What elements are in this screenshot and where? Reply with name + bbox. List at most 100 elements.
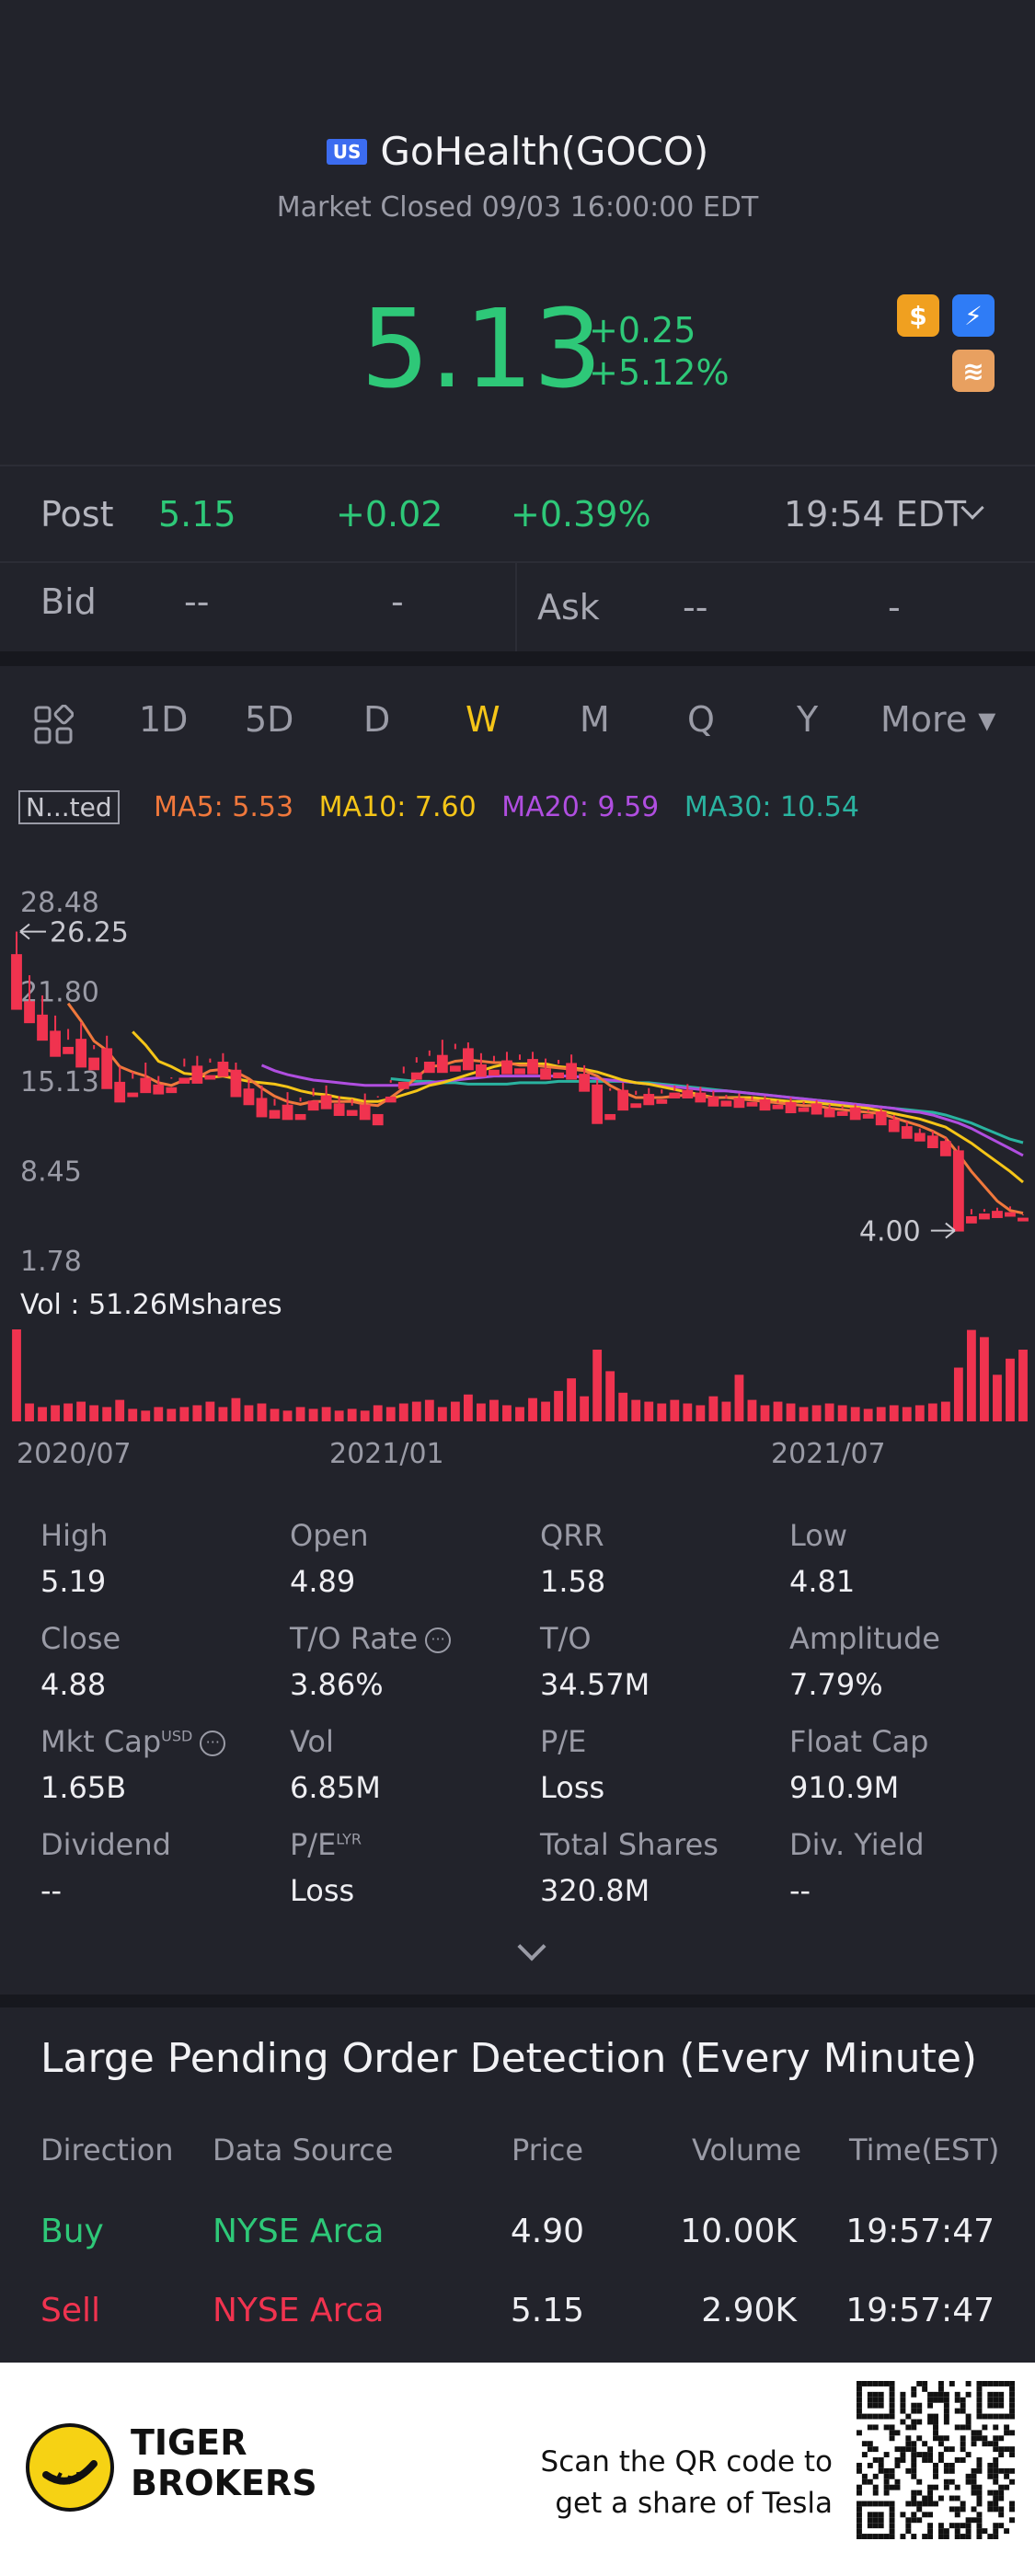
- volume-bar: [257, 1403, 267, 1421]
- stat-label-text: T/O Rate: [290, 1621, 419, 1656]
- lightning-icon[interactable]: ⚡: [952, 294, 995, 337]
- dollar-icon[interactable]: $: [897, 294, 939, 337]
- candle-body: [823, 1109, 835, 1118]
- volume-bar: [554, 1390, 563, 1421]
- post-label: Post: [40, 494, 114, 535]
- volume-bar: [373, 1405, 383, 1421]
- candle-body: [127, 1092, 139, 1098]
- candle-body: [410, 1072, 422, 1080]
- post-change-percent: +0.39%: [511, 494, 651, 535]
- candle-body: [230, 1069, 242, 1098]
- candle-body: [50, 1030, 61, 1057]
- candle-body: [630, 1103, 642, 1109]
- ma10-value: MA10: 7.60: [318, 791, 477, 823]
- candle-body: [217, 1061, 229, 1077]
- volume-bar: [128, 1409, 138, 1421]
- stat-label-text: Amplitude: [789, 1621, 940, 1656]
- stack-icon[interactable]: ≋: [952, 350, 995, 392]
- tab-quarter[interactable]: Q: [687, 699, 715, 740]
- tab-5d[interactable]: 5D: [245, 699, 294, 740]
- volume-bar: [231, 1397, 241, 1421]
- candle-body: [397, 1081, 409, 1089]
- volume-bar: [824, 1403, 834, 1421]
- info-icon[interactable]: ···: [425, 1627, 452, 1653]
- candle-body: [914, 1133, 926, 1142]
- y-tick-label: 8.45: [20, 1156, 82, 1189]
- volume-bar: [618, 1392, 628, 1421]
- stat-label: Close: [40, 1621, 121, 1656]
- volume-bar: [1018, 1350, 1028, 1421]
- tab-week[interactable]: W: [466, 699, 500, 740]
- candle-body: [88, 1057, 100, 1071]
- volume-label: Vol : 51.26Mshares: [20, 1289, 282, 1321]
- order-detection-title: Large Pending Order Detection (Every Min…: [40, 2035, 978, 2082]
- volume-bar: [708, 1396, 719, 1421]
- tab-more[interactable]: More ▾: [880, 699, 996, 740]
- volume-bar: [876, 1407, 886, 1421]
- tab-month[interactable]: M: [580, 699, 610, 740]
- stat-label: P/E: [540, 1724, 604, 1759]
- section-divider: [0, 1995, 1035, 2007]
- stat-superscript: USD: [161, 1727, 193, 1745]
- tab-year[interactable]: Y: [797, 699, 819, 740]
- stat-cell: Low 4.81: [789, 1518, 855, 1599]
- adjustment-toggle[interactable]: N...ted: [18, 790, 120, 824]
- volume-bar: [980, 1337, 989, 1421]
- candle-body: [592, 1084, 604, 1124]
- volume-bar: [424, 1399, 434, 1421]
- volume-bar: [450, 1401, 460, 1421]
- stat-value: 4.88: [40, 1667, 107, 1702]
- brand-line-1: TIGER: [131, 2422, 247, 2463]
- candle-body: [462, 1048, 474, 1071]
- candle-body: [617, 1089, 629, 1111]
- volume-bar: [347, 1409, 357, 1421]
- candle-body: [24, 1001, 35, 1024]
- tab-day[interactable]: D: [363, 699, 391, 740]
- order-volume: 10.00K: [680, 2213, 797, 2250]
- brand-name: TIGER BROKERS: [131, 2422, 317, 2503]
- stat-cell: Vol 6.85M: [290, 1724, 381, 1805]
- candle-body: [992, 1211, 1003, 1218]
- candle-body: [707, 1096, 719, 1107]
- candle-body: [553, 1072, 564, 1079]
- volume-bar: [218, 1407, 228, 1421]
- stat-label-text: Float Cap: [789, 1724, 929, 1759]
- volume-bar: [696, 1405, 706, 1421]
- volume-bar: [940, 1401, 950, 1421]
- candle-body: [307, 1100, 319, 1111]
- stat-label: Mkt CapUSD ···: [40, 1724, 226, 1759]
- candle-body: [952, 1150, 964, 1232]
- volume-bar: [334, 1410, 344, 1421]
- stock-title[interactable]: GoHealth(GOCO): [380, 129, 709, 174]
- stat-value: Loss: [540, 1770, 605, 1805]
- col-volume: Volume: [692, 2133, 802, 2168]
- stat-label-text: Div. Yield: [789, 1827, 925, 1862]
- max-arrow-head: [19, 923, 30, 940]
- post-time[interactable]: 19:54 EDT: [784, 494, 967, 535]
- candle-body: [772, 1104, 784, 1110]
- expand-chevron-icon[interactable]: [517, 1932, 546, 1961]
- period-tabs: 1D 5D D W M Q Y More ▾: [0, 699, 1035, 754]
- candle-body: [901, 1126, 913, 1139]
- y-tick-label: 1.78: [20, 1246, 82, 1278]
- stat-label-text: Dividend: [40, 1827, 171, 1862]
- candle-body: [643, 1094, 655, 1106]
- order-source: NYSE Arca: [213, 2213, 385, 2250]
- info-icon[interactable]: ···: [200, 1731, 226, 1756]
- candle-body: [320, 1095, 332, 1110]
- volume-bar: [282, 1410, 293, 1421]
- volume-bar: [773, 1401, 783, 1421]
- scan-line-1: Scan the QR code to: [540, 2445, 833, 2478]
- candle-body: [37, 1014, 48, 1041]
- volume-bar: [993, 1374, 1002, 1421]
- x-tick-label: 2020/07: [17, 1438, 132, 1470]
- tab-1d[interactable]: 1D: [139, 699, 189, 740]
- volume-bar: [747, 1399, 757, 1421]
- qr-code-icon[interactable]: [857, 2381, 1015, 2539]
- volume-bar: [837, 1405, 847, 1421]
- col-source: Data Source: [213, 2133, 394, 2168]
- layout-grid-icon[interactable]: [33, 705, 74, 745]
- stat-label: T/O: [540, 1621, 650, 1656]
- volume-bar: [515, 1407, 524, 1421]
